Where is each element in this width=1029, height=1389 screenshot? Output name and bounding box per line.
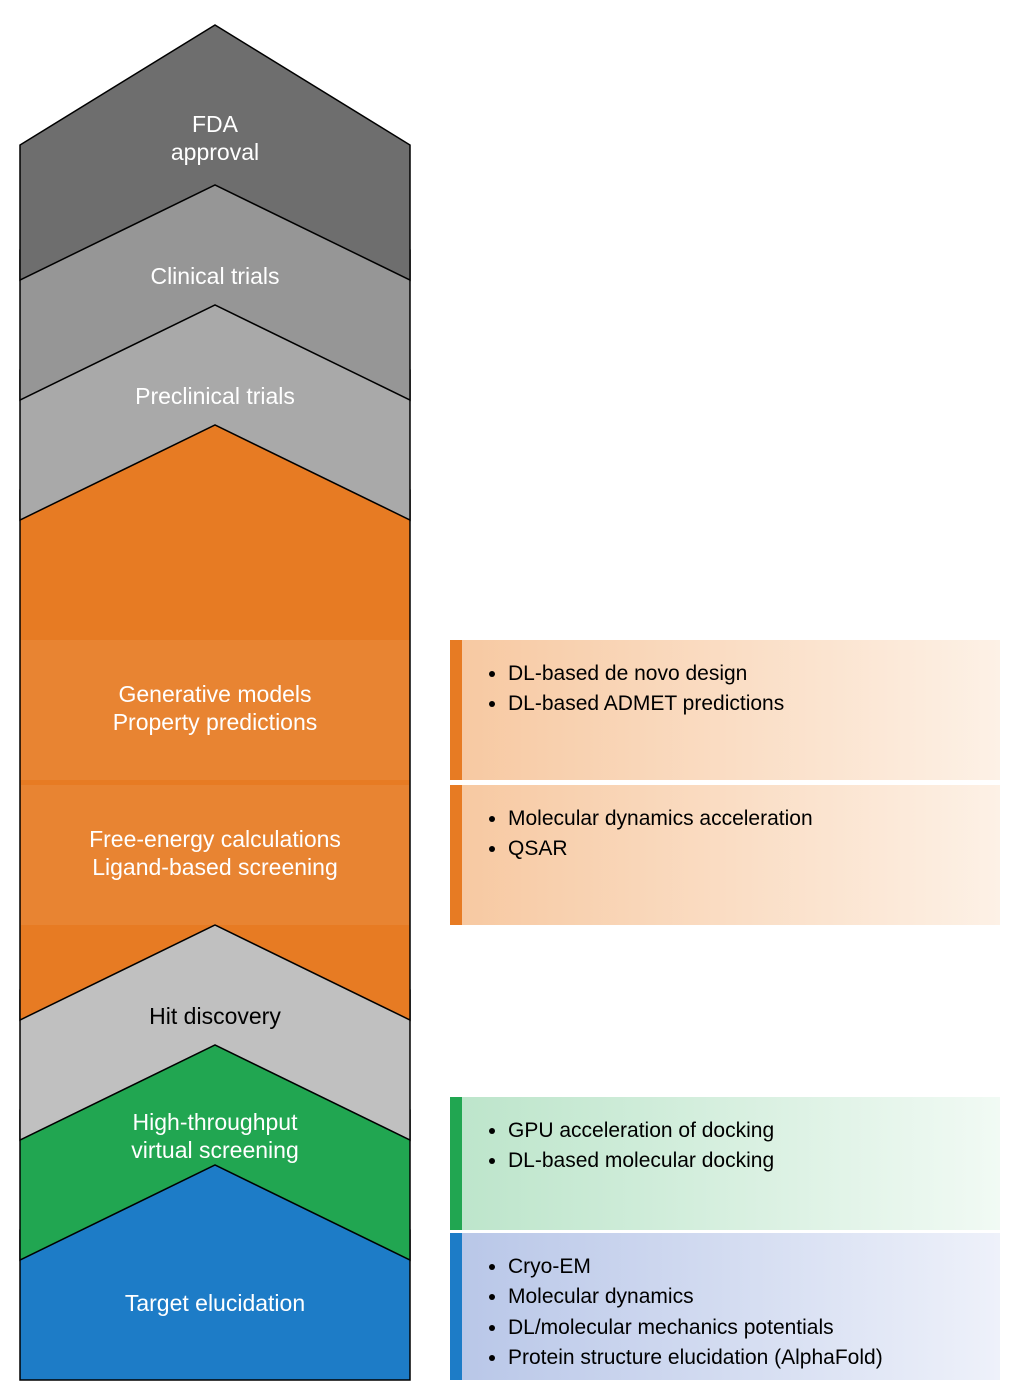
callout-screening-list: GPU acceleration of dockingDL-based mole… [486, 1117, 976, 1176]
callout-generative-item-1: DL-based ADMET predictions [508, 690, 976, 718]
callout-screening-bar [450, 1097, 462, 1230]
stage-label-fda-approval-1: approval [171, 139, 259, 165]
subband-label-free-energy-1: Ligand-based screening [92, 854, 338, 880]
callout-free-energy-box: Molecular dynamics accelerationQSAR [462, 785, 1000, 925]
callout-free-energy-item-1: QSAR [508, 835, 976, 863]
callout-target-item-1: Molecular dynamics [508, 1283, 976, 1311]
stage-label-clinical-trials-0: Clinical trials [150, 263, 279, 289]
callout-screening-item-0: GPU acceleration of docking [508, 1117, 976, 1145]
stage-label-target-elucidation-0: Target elucidation [125, 1290, 305, 1316]
stage-label-virtual-screening-1: virtual screening [131, 1137, 298, 1163]
stage-label-fda-approval-0: FDA [192, 111, 239, 137]
subband-label-generative-0: Generative models [118, 681, 311, 707]
stage-label-virtual-screening-0: High-throughput [133, 1109, 299, 1135]
callout-free-energy-item-0: Molecular dynamics acceleration [508, 805, 976, 833]
callout-generative-list: DL-based de novo designDL-based ADMET pr… [486, 660, 976, 719]
stage-label-preclinical-trials-0: Preclinical trials [135, 383, 295, 409]
callout-target-item-2: DL/molecular mechanics potentials [508, 1314, 976, 1342]
callout-target-box: Cryo-EMMolecular dynamics DL/molecular me… [462, 1233, 1000, 1380]
callout-screening: GPU acceleration of dockingDL-based mole… [450, 1097, 1000, 1230]
callout-target-list: Cryo-EMMolecular dynamics DL/molecular me… [486, 1253, 976, 1372]
callout-generative: DL-based de novo designDL-based ADMET pr… [450, 640, 1000, 780]
callout-generative-bar [450, 640, 462, 780]
callout-generative-box: DL-based de novo designDL-based ADMET pr… [462, 640, 1000, 780]
callout-generative-item-0: DL-based de novo design [508, 660, 976, 688]
subband-label-generative-1: Property predictions [113, 709, 318, 735]
callout-screening-box: GPU acceleration of dockingDL-based mole… [462, 1097, 1000, 1230]
callout-free-energy: Molecular dynamics accelerationQSAR [450, 785, 1000, 925]
subband-label-free-energy-0: Free-energy calculations [89, 826, 341, 852]
callout-target-item-0: Cryo-EM [508, 1253, 976, 1281]
callout-target-bar [450, 1233, 462, 1380]
stage-label-hit-discovery-0: Hit discovery [149, 1003, 281, 1029]
callout-screening-item-1: DL-based molecular docking [508, 1147, 976, 1175]
callout-target-item-3: Protein structure elucidation (AlphaFold… [508, 1344, 976, 1372]
diagram-canvas: FDAapproval Clinical trials Preclinical tr… [0, 0, 1029, 1389]
callout-free-energy-bar [450, 785, 462, 925]
callout-free-energy-list: Molecular dynamics accelerationQSAR [486, 805, 976, 864]
callout-target: Cryo-EMMolecular dynamics DL/molecular me… [450, 1233, 1000, 1380]
pipeline-arrow: FDAapproval Clinical trials Preclinical tr… [0, 0, 430, 1389]
